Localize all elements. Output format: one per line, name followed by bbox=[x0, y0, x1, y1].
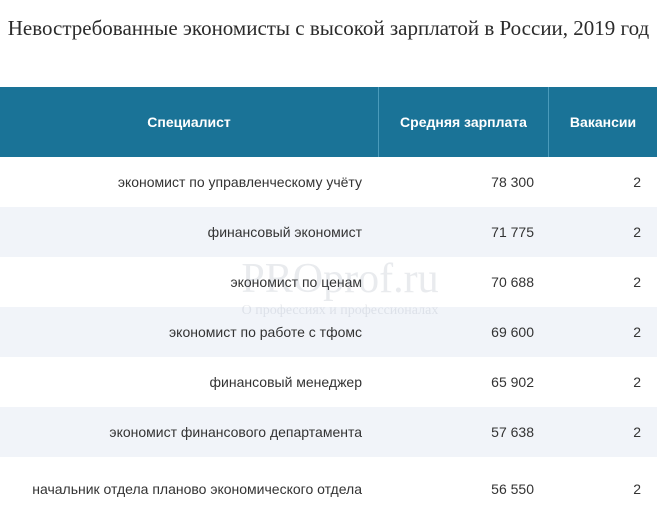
header-specialist: Специалист bbox=[147, 114, 231, 130]
table-row: экономист по ценам 70 688 2 bbox=[0, 257, 657, 307]
cell-vacancies: 2 bbox=[633, 424, 641, 440]
cell-vacancies: 2 bbox=[633, 224, 641, 240]
cell-specialist: экономист по работе с тфомс bbox=[169, 324, 362, 340]
cell-specialist: финансовый менеджер bbox=[209, 374, 362, 390]
cell-vacancies: 2 bbox=[633, 274, 641, 290]
table-row: финансовый менеджер 65 902 2 bbox=[0, 357, 657, 407]
header-salary: Средняя зарплата bbox=[378, 87, 548, 157]
table-row: экономист финансового департамента 57 63… bbox=[0, 407, 657, 457]
page-title: Невостребованные экономисты с высокой за… bbox=[7, 16, 650, 40]
table-row: начальник отдела планово экономического … bbox=[0, 457, 657, 521]
cell-vacancies: 2 bbox=[633, 481, 641, 497]
cell-specialist: начальник отдела планово экономического … bbox=[32, 481, 362, 497]
cell-specialist: экономист финансового департамента bbox=[109, 424, 362, 440]
table-row: экономист по управленческому учёту 78 30… bbox=[0, 157, 657, 207]
header-vacancies: Вакансии bbox=[548, 87, 657, 157]
cell-specialist: экономист по ценам bbox=[230, 274, 362, 290]
cell-vacancies: 2 bbox=[633, 324, 641, 340]
table-row: финансовый экономист 71 775 2 bbox=[0, 207, 657, 257]
table-header: Специалист Средняя зарплата Вакансии bbox=[0, 87, 657, 157]
cell-vacancies: 2 bbox=[633, 374, 641, 390]
cell-salary: 69 600 bbox=[491, 324, 534, 340]
cell-salary: 65 902 bbox=[491, 374, 534, 390]
cell-vacancies: 2 bbox=[633, 174, 641, 190]
table-row: экономист по работе с тфомс 69 600 2 bbox=[0, 307, 657, 357]
cell-salary: 71 775 bbox=[491, 224, 534, 240]
cell-specialist: экономист по управленческому учёту bbox=[117, 174, 362, 190]
cell-salary: 78 300 bbox=[491, 174, 534, 190]
cell-salary: 57 638 bbox=[491, 424, 534, 440]
salary-table: Специалист Средняя зарплата Вакансии эко… bbox=[0, 87, 657, 521]
cell-salary: 70 688 bbox=[491, 274, 534, 290]
cell-specialist: финансовый экономист bbox=[207, 224, 362, 240]
cell-salary: 56 550 bbox=[491, 481, 534, 497]
